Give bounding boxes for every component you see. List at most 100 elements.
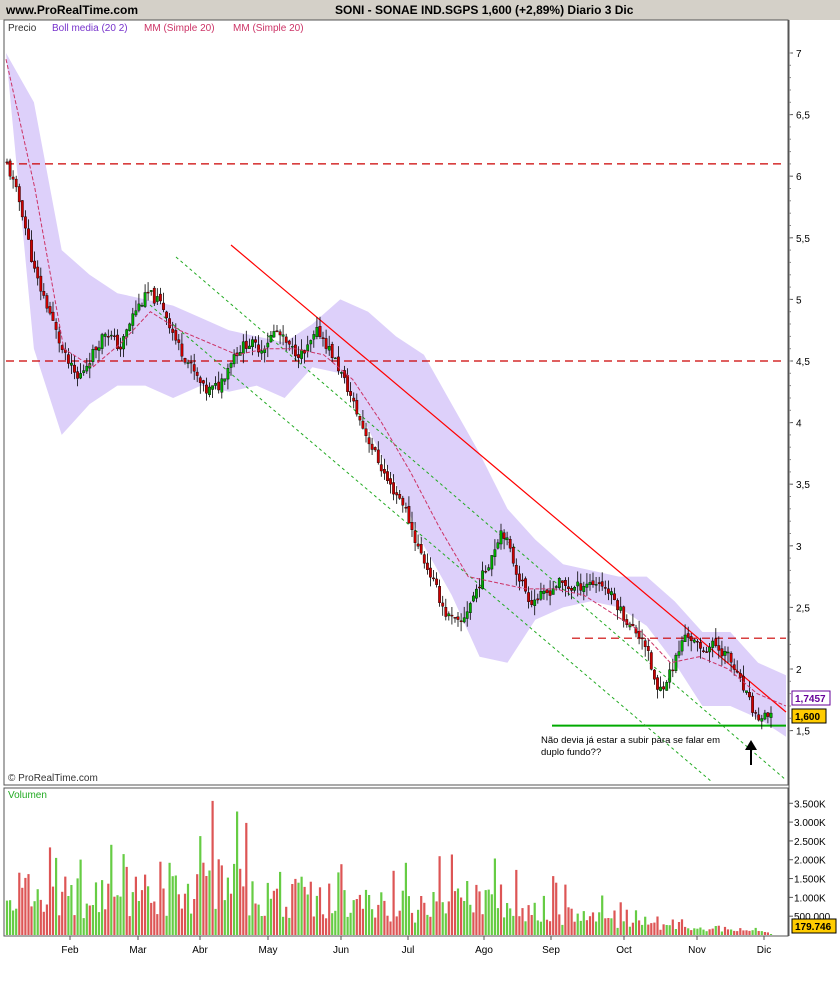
candle-body — [211, 385, 214, 390]
candle-body — [367, 437, 371, 445]
candle-body — [140, 305, 144, 307]
candle-body — [217, 381, 221, 391]
volume-bar — [312, 916, 315, 935]
candle-body — [754, 712, 758, 714]
volume-bar — [153, 901, 156, 935]
candle-body — [327, 346, 331, 351]
volume-tick-label: 1.500K — [794, 875, 826, 886]
volume-bar — [711, 928, 714, 935]
volume-bar — [435, 901, 438, 935]
volume-bar — [745, 930, 748, 935]
candle-body — [158, 293, 162, 302]
volume-bar — [196, 874, 199, 935]
candle-body — [432, 577, 435, 580]
candle-body — [373, 447, 377, 451]
candle-body — [30, 239, 33, 262]
volume-bar — [217, 859, 220, 935]
volume-bar — [110, 844, 113, 935]
price-tick-label: 7 — [796, 49, 802, 60]
candle-body — [551, 588, 555, 595]
candle-body — [27, 228, 30, 240]
annotation-line-1: Não devia já estar a subir para se falar… — [541, 735, 720, 746]
candle-body — [165, 311, 168, 318]
volume-bar — [282, 916, 285, 935]
volume-axis: 3.500K 3.000K 2.500K 2.000K 1.500K 1.000K 500.… — [789, 799, 831, 923]
volume-bar — [490, 894, 493, 935]
volume-bar — [766, 932, 769, 935]
candle-body — [610, 591, 613, 596]
volume-bar — [116, 895, 119, 935]
price-tick-label: 4 — [796, 419, 802, 430]
volume-bar — [64, 876, 67, 935]
volume-bar — [460, 897, 463, 935]
month-label: Feb — [61, 945, 79, 956]
volume-bar — [199, 836, 202, 935]
candle-body — [11, 176, 15, 180]
candlesticks — [5, 158, 773, 730]
candle-body — [257, 344, 260, 353]
volume-bar — [294, 878, 297, 935]
volume-bar — [475, 884, 478, 935]
candle-body — [100, 334, 104, 349]
candle-body — [619, 606, 623, 611]
volume-bar — [279, 871, 282, 935]
volume-bar — [352, 900, 355, 935]
candle-body — [171, 328, 175, 333]
candle-body — [751, 695, 755, 713]
chart-title: SONI - SONAE IND.SGPS 1,600 (+2,89%) Dia… — [335, 3, 634, 17]
volume-bar — [438, 856, 441, 935]
candle-body — [646, 646, 650, 651]
candle-body — [585, 583, 589, 588]
volume-bar — [668, 925, 671, 935]
price-axis: 7 6,5 6 5,5 5 4,5 4 3,5 3 2,5 2 1,5 — [789, 49, 810, 738]
candle-body — [174, 330, 178, 341]
volume-bar — [585, 920, 588, 935]
candle-body — [8, 160, 12, 177]
volume-bar — [248, 915, 251, 935]
candle-body — [275, 330, 279, 332]
candle-body — [665, 682, 669, 691]
candle-body — [125, 329, 129, 338]
volume-bar — [325, 918, 328, 935]
candle-body — [324, 338, 328, 349]
volume-bar — [39, 899, 42, 935]
candle-body — [656, 677, 659, 690]
volume-bar — [674, 929, 677, 935]
candle-body — [613, 593, 616, 600]
volume-bar — [383, 900, 386, 935]
volume-bar — [349, 912, 352, 935]
volume-bar — [567, 907, 570, 935]
candle-body — [247, 345, 251, 349]
candle-body — [312, 334, 316, 340]
volume-bar — [162, 888, 165, 935]
candle-body — [554, 586, 558, 588]
ma-line — [5, 59, 787, 707]
candle-body — [392, 482, 395, 495]
volume-bar — [739, 928, 742, 935]
candle-body — [484, 571, 488, 573]
last-volume-text: 179.746 — [795, 922, 832, 933]
volume-bar — [21, 887, 24, 935]
candle-body — [192, 364, 196, 372]
candle-body — [453, 617, 457, 619]
candle-body — [490, 555, 494, 570]
candle-body — [355, 400, 359, 415]
volume-bar — [107, 883, 110, 935]
candle-body — [97, 347, 101, 351]
volume-bar — [398, 910, 401, 935]
candle-body — [361, 420, 365, 429]
candle-body — [17, 186, 21, 203]
candle-body — [557, 578, 561, 589]
month-label: Jul — [402, 945, 415, 956]
candle-body — [459, 620, 463, 622]
candle-body — [134, 310, 138, 316]
candle-body — [564, 580, 567, 586]
month-label: Abr — [192, 945, 208, 956]
volume-tick-label: 3.000K — [794, 818, 826, 829]
volume-bar — [530, 915, 533, 935]
volume-bar — [757, 931, 760, 935]
volume-bar — [395, 916, 398, 935]
candle-body — [364, 428, 368, 436]
volume-bar — [684, 926, 687, 935]
volume-bar — [582, 911, 585, 935]
